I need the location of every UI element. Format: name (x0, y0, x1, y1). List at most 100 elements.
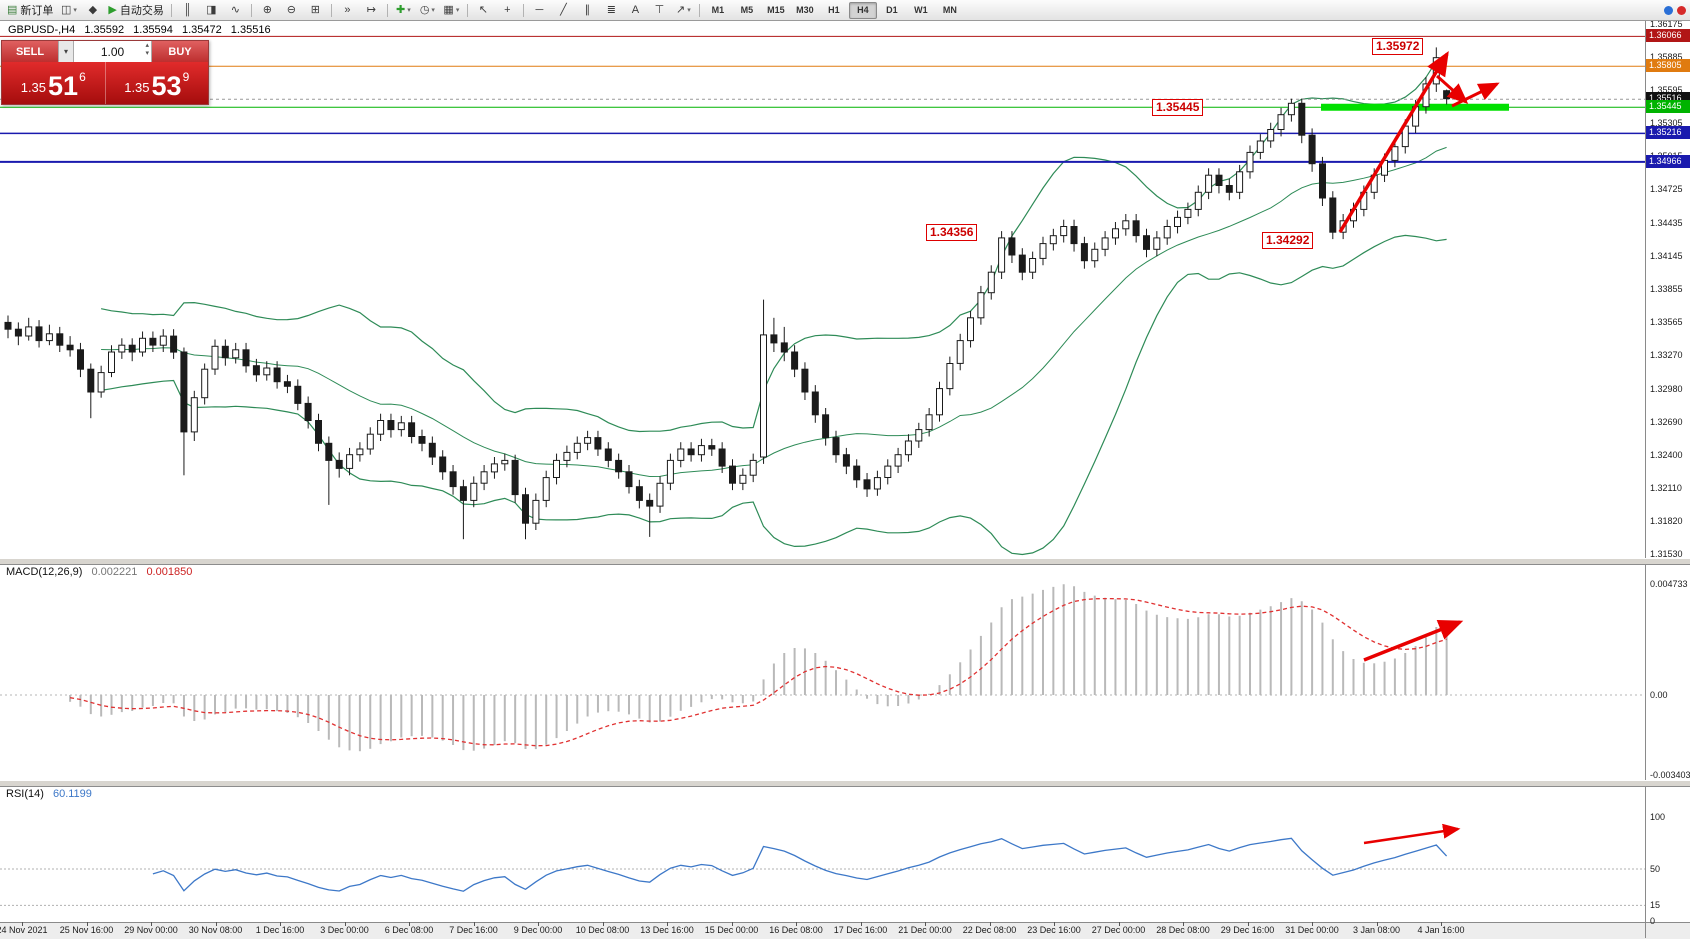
horizontal-line-button[interactable]: ─ (528, 2, 551, 19)
candle-body (118, 344, 126, 353)
timeframe-m30-button[interactable]: M30 (796, 5, 814, 15)
templates-icon: ▦ (443, 3, 454, 16)
price-tick-label: 1.35885 (1650, 52, 1683, 63)
high-value: 1.35594 (133, 24, 173, 36)
candle-body (170, 335, 178, 353)
candle-body (428, 442, 436, 458)
rsi-axis-label: 0 (1650, 916, 1656, 926)
candle-body (35, 326, 43, 342)
volume-decrease-button[interactable]: ▾ (145, 50, 149, 57)
time-axis-tick (473, 922, 475, 926)
symbol-period-label: GBPUSD-,H4 (8, 24, 76, 36)
order-type-dropdown[interactable]: ▾ (58, 41, 74, 62)
tile-windows-button[interactable]: ⊞ (304, 2, 327, 19)
candle-body (439, 456, 447, 473)
charts-menu-button[interactable]: ◫ ▾ (57, 2, 80, 19)
candle-body (832, 437, 840, 456)
macd-signal-line (69, 597, 1447, 747)
status-blue-icon (1664, 5, 1673, 15)
timeframe-d1-button[interactable]: D1 (886, 5, 898, 15)
arrows-button[interactable]: ↗ ▾ (672, 2, 695, 19)
candlestick-chart-button[interactable]: ◨ (200, 2, 223, 19)
time-axis-label: 3 Dec 00:00 (320, 925, 369, 935)
candle-body (232, 349, 240, 359)
macd-panel-splitter[interactable] (0, 558, 1690, 565)
toolbar-separator (170, 3, 172, 17)
candle-body (128, 344, 136, 353)
candle-body (977, 292, 985, 319)
bid-price-button[interactable]: 1.35 51 6 (2, 62, 106, 104)
chart-shift-button[interactable]: ↦ (360, 2, 383, 19)
indicators-button[interactable]: ✚ ▾ (392, 2, 415, 19)
timeframe-mn-button[interactable]: MN (942, 5, 957, 15)
new-order-button[interactable]: ▤ 新订单 (4, 2, 56, 19)
candle-body (1225, 185, 1233, 193)
sell-button[interactable]: SELL (2, 41, 58, 62)
text-button[interactable]: A (624, 2, 647, 19)
line-chart-button[interactable]: ∿ (224, 2, 247, 19)
macd-axis-label: 0.004733 (1650, 578, 1688, 589)
time-axis-tick (151, 922, 152, 926)
profiles-button[interactable]: ◆ (81, 2, 104, 19)
candle-body (894, 454, 902, 467)
price-tick-label: 1.35305 (1650, 118, 1683, 129)
zoom-in-button[interactable]: ⊕ (256, 2, 279, 19)
label-button[interactable]: ⊤ (648, 2, 671, 19)
candle-body (87, 368, 95, 393)
autotrading-button[interactable]: ▶ 自动交易 (105, 2, 166, 19)
charts-menu-icon: ◫ (60, 3, 72, 16)
volume-increase-button[interactable]: ▴ (145, 42, 149, 49)
chevron-down-icon: ▾ (687, 7, 691, 14)
candle-body (749, 459, 757, 476)
candle-body (1029, 258, 1037, 273)
rsi-panel-splitter[interactable] (0, 780, 1690, 787)
arrows-icon: ↗ (676, 3, 686, 16)
channel-button[interactable]: ∥ (576, 2, 599, 19)
new-order-icon: ▤ (7, 3, 18, 16)
zoom-out-icon: ⊖ (286, 3, 296, 16)
candle-body (45, 333, 53, 342)
candle-body (563, 451, 571, 461)
fibonacci-button[interactable]: ≣ (600, 2, 623, 19)
time-axis-label: 21 Dec 00:00 (898, 925, 952, 935)
ask-price-button[interactable]: 1.35 53 9 (105, 62, 208, 104)
auto-scroll-button[interactable]: » (336, 2, 359, 19)
candle-body (801, 368, 809, 393)
time-axis-label: 28 Dec 08:00 (1156, 925, 1210, 935)
timeframe-w1-button[interactable]: W1 (914, 5, 928, 15)
timeframe-m5-button[interactable]: M5 (740, 5, 754, 15)
candle-body (1008, 237, 1016, 256)
bar-chart-button[interactable]: ║ (176, 2, 199, 19)
candle-body (252, 365, 260, 376)
candle-body (915, 429, 923, 442)
price-annotation-label: 1.35445 (1152, 99, 1204, 116)
templates-button[interactable]: ▦ ▾ (440, 2, 463, 19)
periods-button[interactable]: ◷ ▾ (416, 2, 439, 19)
candle-body (656, 482, 664, 507)
volume-field[interactable]: 1.00 ▴ ▾ (74, 41, 152, 62)
toolbar-separator (250, 3, 252, 17)
cursor-button[interactable]: ↖ (472, 2, 495, 19)
trend-arrow (1363, 823, 1461, 845)
timeframe-m1-button[interactable]: M1 (711, 5, 725, 15)
rsi-line (152, 837, 1448, 892)
zoom-out-button[interactable]: ⊖ (280, 2, 303, 19)
price-annotation-label: 1.34292 (1262, 232, 1314, 249)
timeframe-h4-button[interactable]: H4 (848, 1, 877, 19)
price-tick-label: 1.34725 (1650, 184, 1683, 195)
time-axis-label: 6 Dec 08:00 (384, 925, 434, 935)
volume-value[interactable]: 1.00 (100, 44, 125, 59)
toolbar-separator (386, 3, 388, 17)
timeframe-h1-button[interactable]: H1 (828, 5, 840, 15)
buy-button[interactable]: BUY (152, 41, 208, 62)
line-chart-icon: ∿ (230, 3, 240, 16)
timeframe-m15-button[interactable]: M15 (767, 5, 785, 15)
time-axis-label: 16 Dec 08:00 (769, 925, 823, 935)
candle-body (1443, 90, 1451, 100)
trendline-button[interactable]: ╱ (552, 2, 575, 19)
macd-title: MACD(12,26,9) (6, 566, 83, 578)
candle-body (780, 342, 788, 353)
candle-body (522, 494, 529, 524)
crosshair-button[interactable]: + (496, 2, 519, 19)
